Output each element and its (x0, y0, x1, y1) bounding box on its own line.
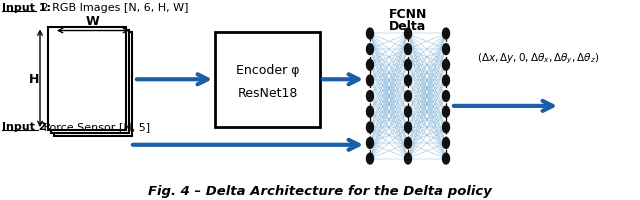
Ellipse shape (442, 76, 449, 86)
Ellipse shape (367, 107, 374, 118)
Ellipse shape (404, 91, 412, 102)
Ellipse shape (404, 29, 412, 40)
Text: H: H (29, 72, 39, 85)
Ellipse shape (442, 91, 449, 102)
Text: Encoder φ: Encoder φ (236, 64, 300, 77)
Ellipse shape (442, 107, 449, 118)
Ellipse shape (404, 138, 412, 149)
Bar (51, 30, 129, 133)
Text: Force Sensor [N, 5]: Force Sensor [N, 5] (40, 122, 150, 131)
Ellipse shape (367, 153, 374, 164)
Text: $(\Delta x, \Delta y, 0, \Delta\theta_x, \Delta\theta_y, \Delta\theta_z)$: $(\Delta x, \Delta y, 0, \Delta\theta_x,… (477, 52, 600, 66)
Ellipse shape (404, 122, 412, 133)
Text: Input 1:: Input 1: (2, 3, 51, 13)
Ellipse shape (404, 153, 412, 164)
Text: 2 RGB Images [N, 6, H, W]: 2 RGB Images [N, 6, H, W] (38, 3, 189, 13)
Text: Delta: Delta (389, 20, 427, 33)
Ellipse shape (367, 122, 374, 133)
Ellipse shape (442, 44, 449, 55)
Ellipse shape (367, 76, 374, 86)
Ellipse shape (442, 29, 449, 40)
Ellipse shape (442, 122, 449, 133)
Ellipse shape (404, 76, 412, 86)
Ellipse shape (442, 60, 449, 71)
Ellipse shape (442, 138, 449, 149)
Bar (215, 32, 320, 127)
Bar (54, 33, 132, 136)
Text: FCNN: FCNN (389, 8, 427, 21)
Ellipse shape (367, 138, 374, 149)
Ellipse shape (367, 29, 374, 40)
Bar (48, 27, 126, 130)
Ellipse shape (404, 44, 412, 55)
Ellipse shape (367, 44, 374, 55)
Ellipse shape (404, 107, 412, 118)
Ellipse shape (442, 153, 449, 164)
Text: Input 2:: Input 2: (2, 122, 51, 131)
Ellipse shape (367, 60, 374, 71)
Ellipse shape (367, 91, 374, 102)
Text: ResNet18: ResNet18 (237, 86, 298, 99)
Ellipse shape (404, 60, 412, 71)
Text: Fig. 4 – Delta Architecture for the Delta policy: Fig. 4 – Delta Architecture for the Delt… (148, 184, 492, 197)
Text: W: W (86, 15, 100, 27)
